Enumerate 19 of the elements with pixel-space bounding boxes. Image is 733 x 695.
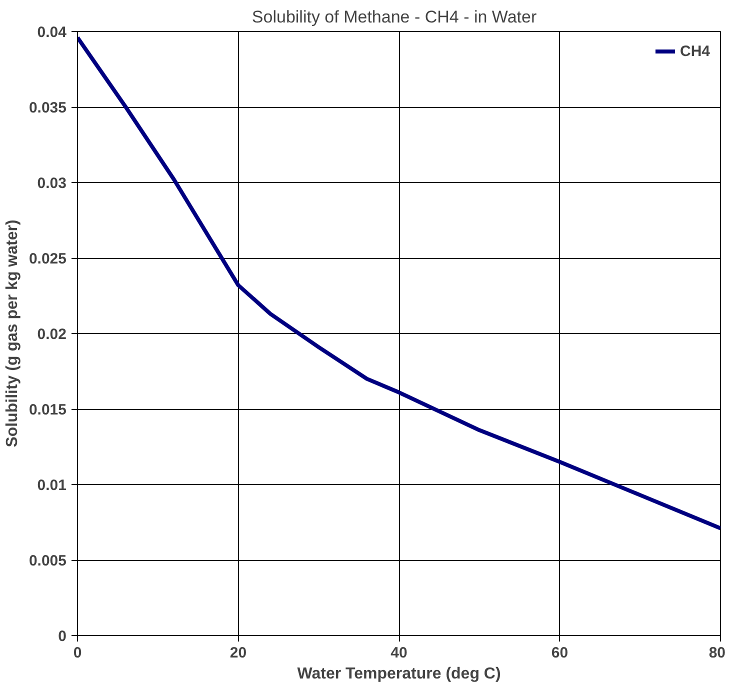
x-tick-label: 60	[551, 644, 568, 662]
y-tick-label: 0.01	[37, 477, 67, 494]
chart-title: Solubility of Methane - CH4 - in Water	[252, 8, 537, 26]
y-tick-label: 0.03	[37, 175, 67, 192]
x-tick-label: 20	[230, 644, 247, 662]
y-tick-label: 0.025	[28, 250, 67, 268]
legend-label: CH4	[680, 42, 710, 60]
y-tick-label: 0.015	[28, 402, 67, 418]
x-tick-label: 40	[390, 644, 408, 662]
y-tick-label: 0.035	[28, 100, 67, 116]
y-tick-label: 0.02	[37, 326, 67, 343]
y-axis-title: Solubility (g gas per kg water)	[4, 220, 21, 448]
x-tick-label: 0	[73, 644, 82, 662]
x-axis-title: Water Temperature (deg C)	[297, 666, 501, 682]
y-tick-label: 0.005	[28, 552, 67, 570]
y-tick-label: 0	[58, 628, 66, 645]
y-tick-label: 0.04	[37, 24, 68, 41]
x-tick-label: 80	[708, 644, 726, 662]
line-series	[78, 36, 720, 530]
